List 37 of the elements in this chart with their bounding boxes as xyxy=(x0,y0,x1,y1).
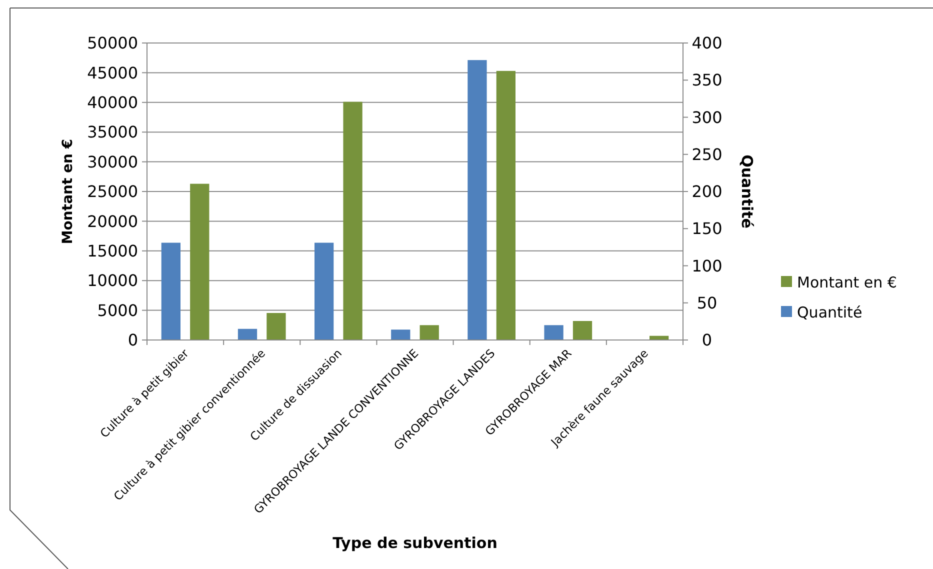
bar xyxy=(266,312,286,340)
bar xyxy=(468,60,487,340)
y2-tick-label: 0 xyxy=(702,330,712,350)
y-tick-label: 15000 xyxy=(87,242,138,260)
y2-tick-label: 250 xyxy=(692,144,722,164)
bar xyxy=(391,330,410,340)
y-tick-label: 20000 xyxy=(87,212,138,231)
bar xyxy=(420,325,439,340)
y2-axis-title: Quantité xyxy=(738,154,756,228)
y-tick-label: 50000 xyxy=(87,34,138,53)
bar xyxy=(161,242,180,340)
y2-tick-label: 50 xyxy=(696,293,718,312)
bar xyxy=(314,242,334,340)
y2-tick-label: 400 xyxy=(692,34,722,53)
y-tick-label: 40000 xyxy=(87,93,138,112)
bar xyxy=(496,70,516,340)
y-tick-label: 25000 xyxy=(87,182,138,202)
bar xyxy=(572,320,592,340)
y-tick-label: 35000 xyxy=(87,122,138,142)
y2-tick-label: 350 xyxy=(692,70,722,90)
y2-tick-label: 100 xyxy=(692,256,722,276)
bar xyxy=(544,325,564,340)
legend-label: Quantité xyxy=(797,303,862,322)
y-tick-label: 5000 xyxy=(97,300,138,320)
y-tick-label: 0 xyxy=(128,330,138,350)
y2-tick-label: 150 xyxy=(692,219,722,238)
y2-tick-label: 300 xyxy=(692,108,722,127)
legend-label: Montant en € xyxy=(797,273,897,292)
y-tick-label: 30000 xyxy=(87,152,138,172)
y-axis-title: Montant en € xyxy=(60,138,76,244)
bar xyxy=(343,102,362,340)
y-tick-label: 45000 xyxy=(87,63,138,82)
x-axis-title: Type de subvention xyxy=(332,534,498,552)
bar xyxy=(238,328,258,340)
y-tick-label: 10000 xyxy=(87,271,138,290)
y2-tick-label: 200 xyxy=(692,182,722,202)
bar xyxy=(190,184,210,340)
